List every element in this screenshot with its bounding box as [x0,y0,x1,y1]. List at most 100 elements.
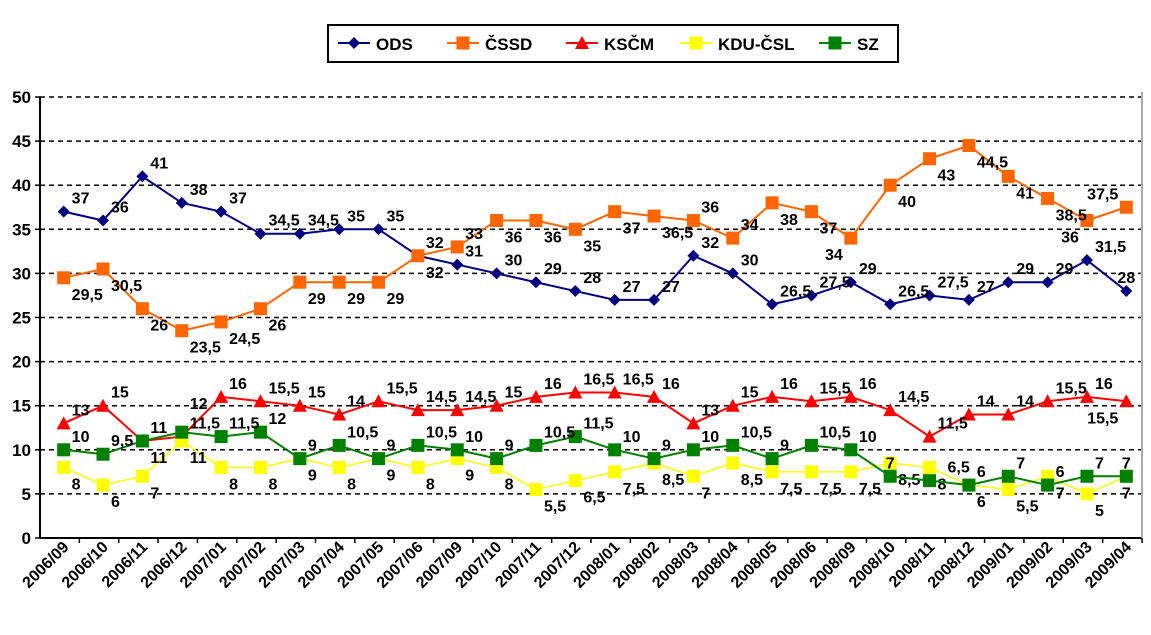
data-label: 10,5 [819,424,850,441]
data-label: 14 [977,394,995,411]
data-point [292,398,307,412]
data-point [529,482,543,496]
data-label: 9 [662,438,671,455]
data-label: 8,5 [898,472,920,489]
data-point [372,223,385,236]
data-point [726,231,740,245]
data-label: 29 [308,291,326,308]
data-point [57,443,71,457]
data-point [96,478,110,492]
data-label: 16 [859,376,877,393]
data-label: 7 [150,485,159,502]
data-point [686,443,700,457]
data-point [56,416,71,430]
data-label: 37 [72,191,90,208]
data-label: 16 [229,376,247,393]
data-point [135,302,149,316]
data-point [253,394,268,408]
data-label: 30 [505,252,523,269]
data-label: 11 [150,420,167,437]
data-label: 16 [662,376,680,393]
series-ksčm: 13 15 11 11,5 16 15,5 15 14 15,5 14,5 14,5 15 16 16,5… [56,371,1134,447]
data-point [1041,191,1055,205]
data-point [1119,200,1133,214]
data-point [135,434,149,448]
data-point [214,315,228,329]
data-point [765,465,779,479]
data-label: 15 [111,385,129,402]
data-label: 7 [1016,455,1025,472]
data-point [450,443,464,457]
data-point [372,452,386,466]
series-line [63,175,1127,306]
data-label: 8,5 [662,472,684,489]
data-label: 14,5 [465,389,496,406]
data-point [57,460,71,474]
data-label: 29 [347,291,365,308]
data-label: 8,5 [741,472,763,489]
data-label: 32 [426,265,444,282]
data-point [96,398,111,412]
data-label: 43 [938,168,956,185]
data-label: 16 [544,376,562,393]
data-point [805,289,818,302]
data-point [57,205,70,218]
data-point [215,205,228,218]
data-label: 26,5 [780,283,811,300]
data-label: 14 [1016,394,1034,411]
data-point [371,394,386,408]
y-tick-label: 35 [12,220,31,239]
data-point [962,139,976,153]
data-label: 35 [387,208,405,225]
data-point [765,389,780,403]
data-label: 15 [505,385,523,402]
data-point [686,469,700,483]
data-label: 35 [347,208,365,225]
data-label: 10,5 [426,424,457,441]
data-point [332,460,346,474]
data-label: 37 [623,221,641,238]
data-point [804,438,818,452]
data-point [175,324,189,338]
data-point [489,398,504,412]
data-label: 37,5 [1087,186,1118,203]
data-point [253,460,267,474]
legend-item: KSČM [566,35,654,54]
data-label: 15,5 [1056,380,1087,397]
data-label: 15,5 [268,380,299,397]
data-label: 30 [741,252,759,269]
legend-label: KSČM [604,35,654,54]
data-label: 16,5 [583,371,614,388]
data-point [725,398,740,412]
data-point [686,416,701,430]
data-label: 30,5 [111,278,142,295]
data-point [96,262,110,276]
data-label: 38 [190,182,208,199]
data-point [1120,285,1133,298]
data-label: 29 [859,261,877,278]
data-label: 16 [780,376,798,393]
data-label: 28 [583,270,601,287]
data-label: 34,5 [308,213,339,230]
data-label: 11 [190,450,207,467]
data-label: 29 [387,291,405,308]
data-label: 7 [886,455,895,472]
data-point [648,293,661,306]
y-tick-label: 0 [22,529,31,548]
data-label: 27,5 [819,274,850,291]
data-point [175,425,189,439]
data-label: 9 [387,438,396,455]
data-label: 7 [1122,455,1131,472]
data-label: 7 [1122,485,1131,502]
data-point [332,275,346,289]
data-label: 8 [505,476,514,493]
data-point [293,452,307,466]
data-point [844,231,858,245]
data-label: 11,5 [938,416,968,433]
data-label: 36 [505,229,523,246]
data-label: 7,5 [819,481,841,498]
data-point [844,465,858,479]
data-point [411,460,425,474]
data-point [136,170,149,183]
